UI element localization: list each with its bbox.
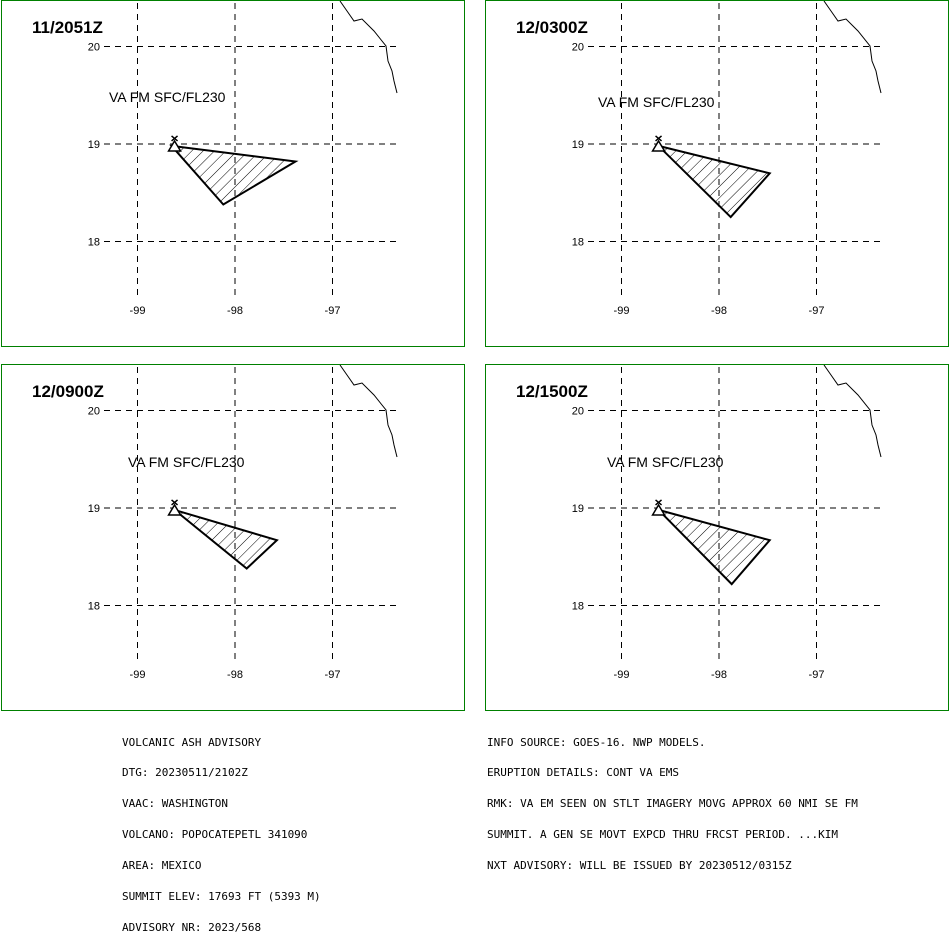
ash-cloud-polygon — [169, 144, 299, 206]
panel-time-label: 12/0900Z — [32, 382, 104, 401]
advisory-line: SUMMIT ELEV: 17693 FT (5393 M) — [122, 890, 321, 904]
lon-tick-label: -98 — [711, 669, 727, 681]
lat-tick-label: 19 — [88, 503, 100, 515]
advisory-line: VOLCANIC ASH ADVISORY — [122, 735, 262, 749]
ash-map: 20 19 18 -99 -98 -97 VA FM SFC/FL230 — [88, 365, 398, 681]
panel-time-label: 12/0300Z — [516, 18, 588, 37]
lon-tick-label: -99 — [614, 305, 630, 317]
lat-tick-label: 18 — [572, 237, 584, 249]
lon-tick-label: -97 — [809, 305, 825, 317]
lon-tick-label: -99 — [130, 305, 146, 317]
lon-tick-label: -97 — [809, 669, 825, 681]
ash-map: 20 19 18 -99 -98 -97 VA FM SFC/FL230 — [572, 365, 882, 681]
forecast-panel-4: 12/1500Z 20 19 18 -99 -98 -97 VA FM SFC/FL230 — [485, 364, 949, 711]
advisory-info-left: VOLCANIC ASH ADVISORY DTG: 20230511/2102… — [122, 717, 321, 944]
lon-tick-label: -98 — [227, 305, 243, 317]
volcano-symbol-icon — [651, 499, 666, 516]
ash-cloud-polygon — [655, 507, 772, 586]
advisory-line: DTG: 20230511/2102Z — [122, 766, 248, 780]
coastline — [339, 1, 398, 94]
volcano-symbol-icon — [167, 499, 182, 516]
coastline — [823, 1, 882, 94]
volcano-symbol-icon — [167, 135, 182, 152]
lat-tick-label: 20 — [572, 42, 584, 54]
volcano-symbol-icon — [651, 135, 666, 152]
lon-tick-label: -98 — [711, 305, 727, 317]
ash-level-label: VA FM SFC/FL230 — [109, 89, 226, 105]
advisory-line: VOLCANO: POPOCATEPETL 341090 — [122, 828, 308, 842]
advisory-line: ERUPTION DETAILS: CONT VA EMS — [487, 766, 680, 780]
lat-tick-label: 18 — [88, 601, 100, 613]
coastline — [339, 365, 398, 458]
advisory-line: ADVISORY NR: 2023/568 — [122, 920, 262, 934]
advisory-line: RMK: VA EM SEEN ON STLT IMAGERY MOVG APP… — [487, 797, 858, 811]
lat-tick-label: 19 — [88, 139, 100, 151]
forecast-panel-2: 12/0300Z 20 19 18 -99 -98 -97 VA FM SFC/FL230 — [485, 0, 949, 347]
lon-tick-label: -98 — [227, 669, 243, 681]
lon-tick-label: -97 — [325, 305, 341, 317]
advisory-line: NXT ADVISORY: WILL BE ISSUED BY 20230512… — [487, 859, 792, 873]
lat-tick-label: 20 — [572, 406, 584, 418]
ash-map: 20 19 18 -99 -98 -97 VA FM SFC/FL230 — [88, 1, 398, 317]
ash-level-label: VA FM SFC/FL230 — [598, 94, 715, 110]
advisory-info-right: INFO SOURCE: GOES-16. NWP MODELS. ERUPTI… — [487, 717, 858, 882]
lon-tick-label: -97 — [325, 669, 341, 681]
lat-tick-label: 18 — [572, 601, 584, 613]
lat-tick-label: 19 — [572, 139, 584, 151]
ash-map: 20 19 18 -99 -98 -97 VA FM SFC/FL230 — [572, 1, 882, 317]
ash-level-label: VA FM SFC/FL230 — [128, 454, 245, 470]
advisory-line: AREA: MEXICO — [122, 859, 202, 873]
forecast-panel-1: 11/2051Z 20 19 18 -99 -98 -97 VA FM SFC/FL230 — [1, 0, 465, 347]
coastline — [823, 365, 882, 458]
advisory-line: SUMMIT. A GEN SE MOVT EXPCD THRU FRCST P… — [487, 828, 838, 842]
lon-tick-label: -99 — [130, 669, 146, 681]
lat-tick-label: 20 — [88, 42, 100, 54]
ash-cloud-polygon — [655, 144, 772, 219]
advisory-line: INFO SOURCE: GOES-16. NWP MODELS. — [487, 735, 706, 749]
lat-tick-label: 19 — [572, 503, 584, 515]
lat-tick-label: 20 — [88, 406, 100, 418]
forecast-panel-3: 12/0900Z 20 19 18 -99 -98 -97 VA FM SFC/FL230 — [1, 364, 465, 711]
ash-cloud-polygon — [173, 508, 279, 570]
lat-tick-label: 18 — [88, 237, 100, 249]
lon-tick-label: -99 — [614, 669, 630, 681]
ash-level-label: VA FM SFC/FL230 — [607, 454, 724, 470]
panel-time-label: 12/1500Z — [516, 382, 588, 401]
advisory-line: VAAC: WASHINGTON — [122, 797, 228, 811]
panel-time-label: 11/2051Z — [32, 18, 103, 37]
